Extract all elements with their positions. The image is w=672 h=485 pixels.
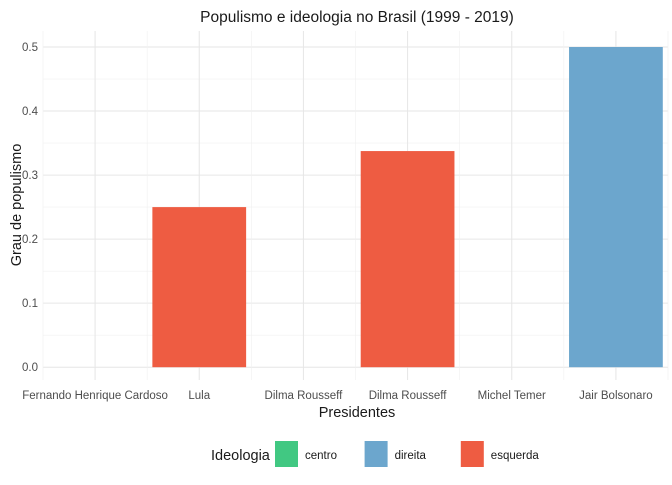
bars: [152, 47, 663, 368]
y-tick-label: 0.1: [22, 298, 38, 310]
legend: Ideologia centro direita esquerda: [211, 441, 539, 467]
x-tick-label: Fernando Henrique Cardoso: [22, 390, 168, 402]
x-tick-label: Dilma Rousseff: [369, 390, 448, 402]
y-axis-label: Grau de populismo: [9, 144, 25, 267]
legend-entries: centro direita esquerda: [275, 441, 539, 467]
y-tick-label: 0.2: [22, 234, 38, 246]
x-tick-label: Jair Bolsonaro: [579, 390, 653, 402]
x-tick-label: Lula: [188, 390, 210, 402]
legend-label: direita: [395, 450, 427, 462]
y-tick-label: 0.0: [22, 362, 38, 374]
x-axis-label: Presidentes: [319, 405, 396, 421]
legend-swatch: [460, 441, 484, 467]
y-tick-label: 0.3: [22, 170, 38, 182]
legend-swatch: [364, 441, 388, 467]
legend-swatch: [275, 441, 298, 467]
x-tick-labels: Fernando Henrique Cardoso Lula Dilma Rouss…: [22, 390, 652, 402]
y-tick-labels: 0.0 0.1 0.2 0.3 0.4 0.5: [22, 42, 39, 374]
chart-title: Populismo e ideologia no Brasil (1999 - …: [200, 9, 514, 26]
bar-esquerda: [360, 151, 455, 368]
bar-direita: [569, 47, 663, 368]
x-tick-label: Michel Temer: [478, 390, 546, 402]
y-tick-label: 0.5: [22, 42, 38, 54]
legend-title: Ideologia: [211, 448, 271, 464]
y-tick-label: 0.4: [22, 106, 39, 118]
legend-label: esquerda: [491, 450, 540, 462]
legend-label: centro: [305, 450, 337, 462]
bar-esquerda: [152, 207, 247, 368]
x-tick-label: Dilma Rousseff: [265, 390, 344, 402]
